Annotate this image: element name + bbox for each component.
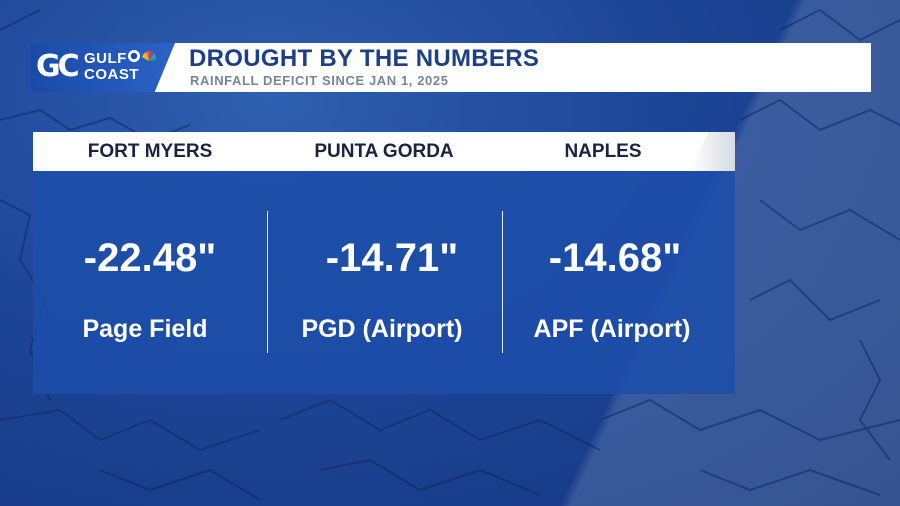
- city-punta-gorda: PUNTA GORDA: [314, 141, 454, 162]
- deficit-naples: -14.68": [548, 236, 682, 280]
- city-naples: NAPLES: [564, 141, 642, 162]
- graphic-title: DROUGHT BY THE NUMBERS: [189, 45, 540, 72]
- station-page-field: Page Field: [82, 315, 208, 343]
- column-divider: [267, 211, 268, 353]
- gc-logo-mark: GC: [36, 49, 80, 84]
- nbc-peacock-icon: [142, 51, 156, 61]
- station-apf-airport: APF (Airport): [533, 315, 691, 343]
- city-fort-myers: FORT MYERS: [87, 141, 213, 162]
- column-divider: [502, 211, 503, 353]
- deficit-fort-myers: -22.48": [83, 236, 217, 280]
- deficit-panel: [33, 171, 735, 394]
- deficit-punta-gorda: -14.71": [325, 236, 459, 280]
- graphic-subtitle: RAINFALL DEFICIT SINCE JAN 1, 2025: [190, 73, 449, 88]
- column-header-bar: [33, 132, 735, 171]
- logo-word-gulf: GULF: [84, 50, 127, 67]
- network-logos: [128, 50, 156, 62]
- logo-word-coast: COAST: [84, 66, 139, 83]
- station-pgd-airport: PGD (Airport): [301, 315, 463, 343]
